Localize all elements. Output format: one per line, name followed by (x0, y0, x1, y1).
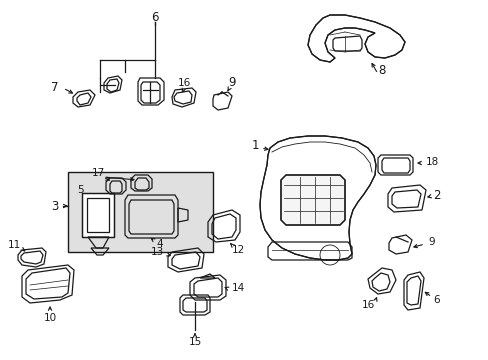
Text: 5: 5 (77, 185, 83, 195)
Text: 11: 11 (7, 240, 20, 250)
Text: 16: 16 (177, 78, 190, 88)
Text: 17: 17 (91, 168, 104, 178)
Text: 18: 18 (425, 157, 438, 167)
Text: 7: 7 (51, 81, 59, 94)
Text: 10: 10 (43, 313, 57, 323)
Text: 9: 9 (228, 76, 235, 89)
Text: 3: 3 (51, 199, 59, 212)
FancyBboxPatch shape (68, 172, 213, 252)
Text: 2: 2 (432, 189, 440, 202)
Text: 8: 8 (378, 63, 385, 77)
Polygon shape (281, 175, 345, 225)
Text: 13: 13 (150, 247, 163, 257)
Text: 6: 6 (433, 295, 439, 305)
Text: 14: 14 (231, 283, 244, 293)
Text: 12: 12 (231, 245, 244, 255)
Polygon shape (260, 136, 375, 260)
Text: 6: 6 (151, 10, 159, 23)
Text: 1: 1 (251, 139, 258, 152)
Text: 15: 15 (188, 337, 201, 347)
Polygon shape (82, 193, 114, 237)
Text: 16: 16 (361, 300, 374, 310)
Text: 4: 4 (156, 239, 163, 249)
Text: 9: 9 (428, 237, 434, 247)
Polygon shape (307, 15, 404, 62)
